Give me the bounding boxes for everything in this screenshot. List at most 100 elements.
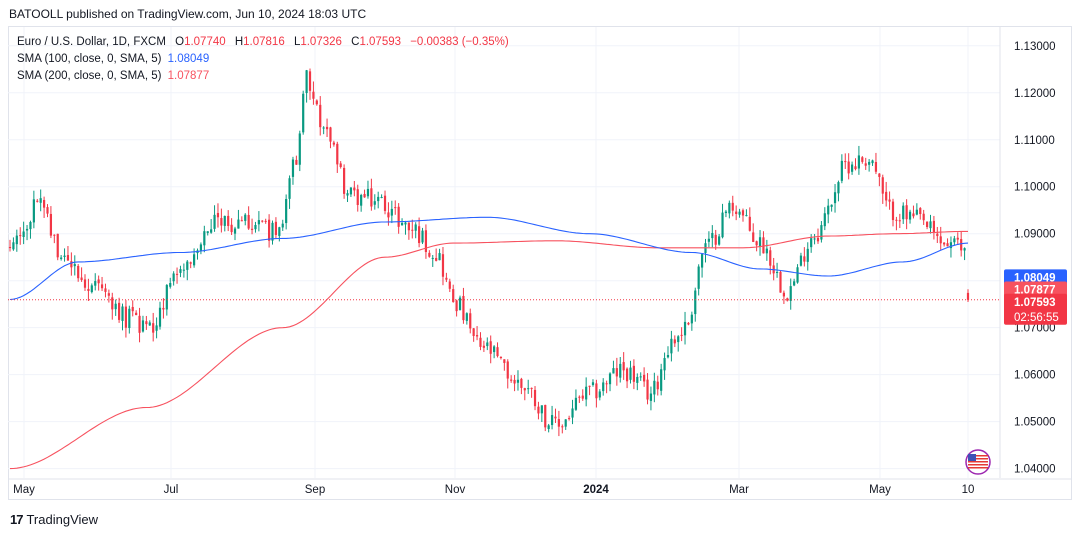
candle-body [240, 220, 243, 222]
candle-body [46, 207, 49, 214]
candle-body [622, 362, 625, 371]
candle-body [953, 238, 956, 243]
candle-body [885, 191, 888, 201]
candle-body [469, 313, 472, 329]
candle-body [25, 228, 29, 231]
candle-body [510, 379, 513, 381]
candle-body [360, 194, 363, 206]
candle-body [643, 374, 646, 382]
x-tick-label: Jul [164, 484, 179, 496]
candle-body [775, 271, 779, 273]
candle-body [690, 314, 693, 324]
candle-body [806, 248, 809, 262]
economic-event-flag-icon[interactable] [965, 449, 991, 475]
candle-body [428, 252, 431, 257]
candle-body [60, 257, 63, 259]
candle-body [237, 219, 240, 229]
candle-body [387, 212, 390, 218]
tradingview-footer[interactable]: 17 TradingView [10, 512, 98, 527]
candle-body [431, 257, 434, 259]
candle-body [891, 201, 895, 221]
candle-body [70, 261, 73, 268]
candle-body [489, 341, 492, 354]
candle-body [100, 284, 104, 289]
candle-body [786, 298, 789, 301]
candle-body [199, 244, 203, 251]
candle-body [677, 336, 680, 343]
publisher-line: BATOOLL published on TradingView.com, Ju… [9, 7, 367, 21]
candle-body [373, 201, 376, 205]
candle-body [714, 234, 717, 245]
low-label: L [293, 36, 301, 48]
candle-body [673, 339, 676, 344]
low-value: 1.07326 [300, 36, 342, 48]
sma100-value: 1.08049 [167, 53, 210, 65]
candle-body [850, 164, 854, 172]
candle-body [629, 367, 632, 380]
candle-body [837, 182, 840, 194]
candle-body [925, 221, 929, 228]
candle-body [114, 303, 117, 310]
candle-body [523, 388, 526, 391]
sma100-legend[interactable]: SMA (100, close, 0, SMA, 5) 1.08049 [17, 53, 209, 65]
candle-body [731, 202, 734, 211]
candle-body [912, 213, 915, 217]
candle-body [540, 405, 543, 414]
candle-body [274, 221, 278, 235]
candle-body [230, 224, 233, 233]
y-tick-label: 1.11000 [1014, 135, 1055, 147]
candle-body [111, 297, 114, 310]
candle-body [530, 387, 533, 389]
candle-body [840, 160, 843, 181]
candle-body [363, 193, 366, 198]
candle-body [261, 220, 264, 222]
candle-body [22, 231, 25, 238]
candle-body [210, 229, 213, 233]
candle-body [646, 379, 649, 400]
candle-body [90, 285, 93, 293]
candle-body [902, 205, 905, 220]
candle-body [591, 382, 595, 385]
candle-body [881, 177, 884, 194]
candle-body [145, 321, 148, 325]
candle-body [312, 91, 315, 99]
candle-body [244, 214, 247, 221]
ohlc-legend[interactable]: Euro / U.S. Dollar, 1D, FXCM O1.07740 H1… [17, 36, 509, 48]
candle-body [578, 396, 581, 398]
candle-body [186, 261, 189, 270]
x-tick-label: Mar [729, 484, 749, 496]
candle-body [588, 385, 591, 387]
candle-body [687, 322, 690, 325]
candle-body [779, 271, 782, 293]
candle-body [63, 255, 66, 257]
candle-body [472, 328, 475, 337]
sma200-legend[interactable]: SMA (200, close, 0, SMA, 5) 1.07877 [17, 70, 209, 82]
candle-body [735, 211, 738, 214]
candle-body [455, 300, 458, 312]
candle-body [700, 254, 704, 268]
candle-body [441, 254, 445, 277]
candle-body [598, 391, 601, 398]
candle-body [513, 379, 516, 384]
candle-body [728, 202, 731, 214]
candle-body [868, 161, 871, 165]
sma200-price-label-bg [1004, 281, 1067, 298]
candle-body [339, 163, 342, 167]
candle-body [15, 235, 18, 245]
y-tick-label: 1.10000 [1014, 182, 1056, 194]
candle-body [138, 315, 141, 333]
candle-body [793, 281, 796, 286]
candle-body [581, 395, 584, 399]
candle-body [268, 219, 271, 241]
candle-body [346, 193, 349, 196]
candle-body [121, 306, 124, 321]
candle-body [738, 211, 741, 215]
candle-body [820, 225, 823, 240]
candle-body [966, 292, 970, 300]
candle-body [404, 222, 407, 225]
candle-body [711, 232, 714, 239]
candle-body [810, 238, 813, 248]
candle-body [697, 266, 700, 289]
candle-body [666, 354, 670, 358]
